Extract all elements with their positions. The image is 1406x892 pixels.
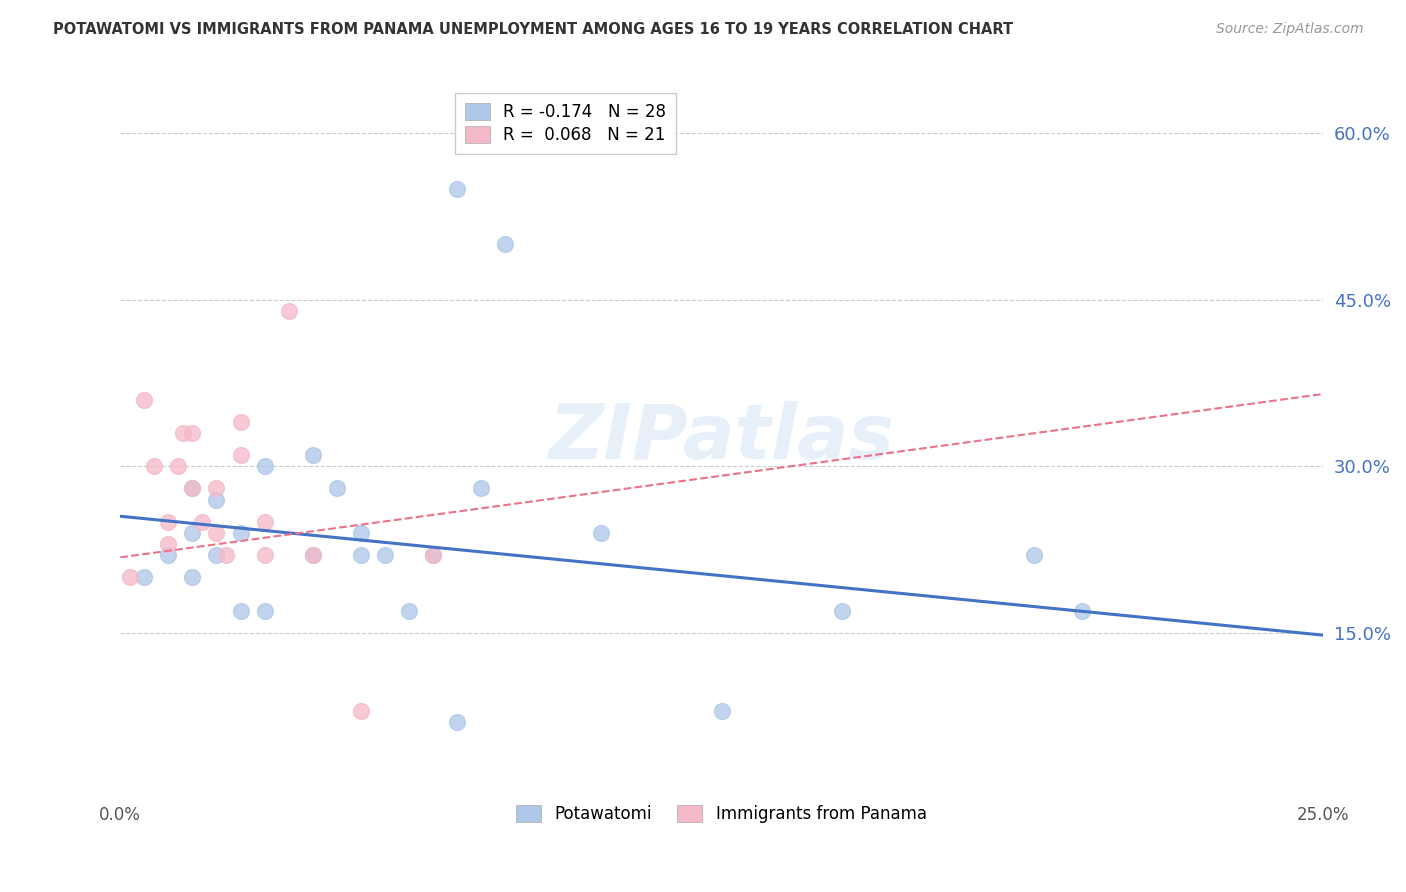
Point xyxy=(118,570,141,584)
Point xyxy=(494,237,516,252)
Point xyxy=(350,548,373,562)
Point xyxy=(301,548,323,562)
Point xyxy=(253,548,276,562)
Point xyxy=(229,448,252,462)
Point xyxy=(134,570,156,584)
Text: POTAWATOMI VS IMMIGRANTS FROM PANAMA UNEMPLOYMENT AMONG AGES 16 TO 19 YEARS CORR: POTAWATOMI VS IMMIGRANTS FROM PANAMA UNE… xyxy=(53,22,1014,37)
Point xyxy=(215,548,238,562)
Point xyxy=(157,548,180,562)
Point xyxy=(301,548,323,562)
Point xyxy=(229,415,252,429)
Point xyxy=(205,525,228,540)
Point xyxy=(172,425,194,440)
Point xyxy=(229,525,252,540)
Point xyxy=(191,515,214,529)
Point xyxy=(205,482,228,496)
Point xyxy=(157,515,180,529)
Point xyxy=(181,482,204,496)
Point xyxy=(205,492,228,507)
Point xyxy=(134,392,156,407)
Point xyxy=(350,704,373,718)
Point xyxy=(422,548,444,562)
Point xyxy=(326,482,349,496)
Point xyxy=(277,303,299,318)
Point xyxy=(831,604,853,618)
Point xyxy=(710,704,733,718)
Point xyxy=(1071,604,1094,618)
Point xyxy=(181,525,204,540)
Point xyxy=(398,604,420,618)
Point xyxy=(253,459,276,474)
Point xyxy=(591,525,613,540)
Point xyxy=(143,459,166,474)
Point xyxy=(253,604,276,618)
Point xyxy=(253,515,276,529)
Text: ZIPatlas: ZIPatlas xyxy=(548,401,894,475)
Point xyxy=(446,181,468,195)
Point xyxy=(181,425,204,440)
Point xyxy=(374,548,396,562)
Point xyxy=(229,604,252,618)
Point xyxy=(181,570,204,584)
Point xyxy=(301,448,323,462)
Point xyxy=(181,482,204,496)
Point xyxy=(157,537,180,551)
Point xyxy=(1024,548,1046,562)
Point xyxy=(350,525,373,540)
Point xyxy=(205,548,228,562)
Point xyxy=(167,459,190,474)
Legend: Potawatomi, Immigrants from Panama: Potawatomi, Immigrants from Panama xyxy=(505,793,938,835)
Text: Source: ZipAtlas.com: Source: ZipAtlas.com xyxy=(1216,22,1364,37)
Point xyxy=(446,714,468,729)
Point xyxy=(422,548,444,562)
Point xyxy=(470,482,492,496)
